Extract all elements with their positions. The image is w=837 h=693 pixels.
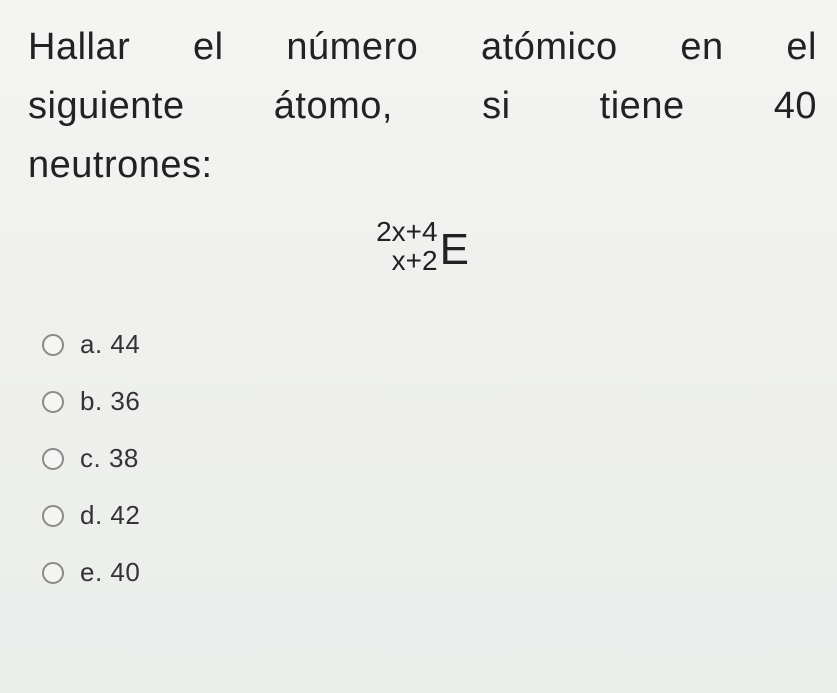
radio-icon[interactable] bbox=[42, 391, 64, 413]
question-line-3: neutrones: bbox=[28, 136, 817, 195]
option-e[interactable]: e. 40 bbox=[42, 557, 817, 588]
option-c[interactable]: c. 38 bbox=[42, 443, 817, 474]
question-text: Hallar el número atómico en el siguiente… bbox=[28, 18, 817, 195]
option-label: b. 36 bbox=[80, 386, 140, 417]
option-label: d. 42 bbox=[80, 500, 140, 531]
question-line-1: Hallar el número atómico en el bbox=[28, 18, 817, 77]
option-a[interactable]: a. 44 bbox=[42, 329, 817, 360]
radio-icon[interactable] bbox=[42, 505, 64, 527]
question-line-2: siguiente átomo, si tiene 40 bbox=[28, 77, 817, 136]
element-symbol: E bbox=[440, 225, 469, 275]
option-b[interactable]: b. 36 bbox=[42, 386, 817, 417]
atomic-number-expression: x+2 bbox=[392, 246, 438, 275]
isotope-formula: 2x+4 x+2 E bbox=[376, 217, 469, 276]
mass-number-expression: 2x+4 bbox=[376, 217, 438, 246]
radio-icon[interactable] bbox=[42, 448, 64, 470]
radio-icon[interactable] bbox=[42, 334, 64, 356]
option-label: e. 40 bbox=[80, 557, 140, 588]
option-label: a. 44 bbox=[80, 329, 140, 360]
radio-icon[interactable] bbox=[42, 562, 64, 584]
options-list: a. 44 b. 36 c. 38 d. 42 e. 40 bbox=[28, 329, 817, 588]
isotope-indices: 2x+4 x+2 bbox=[376, 217, 438, 276]
option-d[interactable]: d. 42 bbox=[42, 500, 817, 531]
formula-container: 2x+4 x+2 E bbox=[28, 217, 817, 276]
option-label: c. 38 bbox=[80, 443, 139, 474]
